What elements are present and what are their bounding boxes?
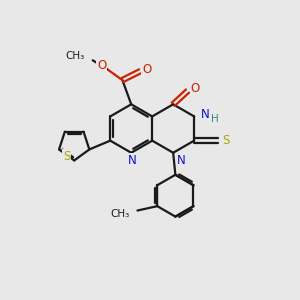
Text: N: N	[176, 154, 185, 167]
Text: O: O	[97, 59, 106, 72]
Text: H: H	[211, 114, 219, 124]
Text: CH₃: CH₃	[66, 51, 85, 61]
Text: N: N	[128, 154, 137, 167]
Text: O: O	[190, 82, 200, 95]
Text: N: N	[201, 108, 209, 121]
Text: S: S	[222, 134, 230, 147]
Text: CH₃: CH₃	[110, 209, 130, 219]
Text: O: O	[142, 63, 151, 76]
Text: S: S	[63, 149, 70, 163]
